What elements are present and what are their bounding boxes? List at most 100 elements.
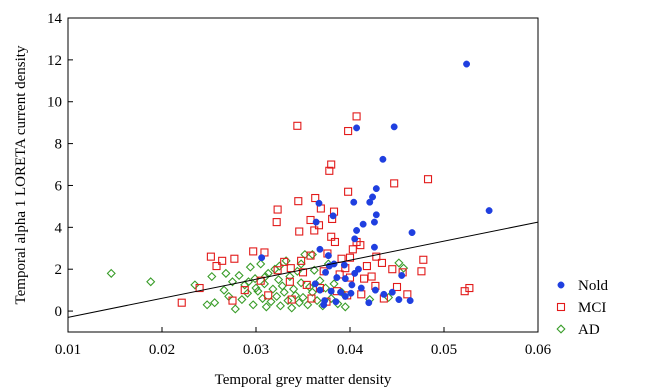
data-point — [325, 166, 334, 175]
data-point — [146, 277, 156, 287]
data-point — [177, 298, 186, 307]
data-point — [390, 179, 399, 188]
data-point — [362, 262, 371, 271]
data-point — [350, 198, 358, 206]
data-point — [286, 264, 295, 273]
data-point — [365, 299, 373, 307]
data-point — [272, 291, 282, 301]
x-tick-label: 0.02 — [149, 342, 175, 358]
legend-item-nold: Nold — [557, 278, 609, 294]
data-point — [279, 287, 289, 297]
data-point — [307, 249, 317, 260]
data-point — [210, 298, 220, 308]
data-point — [320, 301, 328, 309]
data-point — [212, 262, 221, 271]
data-point — [248, 300, 258, 310]
data-point — [348, 245, 357, 254]
data-point — [256, 276, 265, 285]
data-point — [340, 261, 348, 269]
y-tick-label: 8 — [55, 137, 63, 153]
data-point — [190, 280, 200, 290]
data-point — [273, 275, 284, 285]
data-point — [245, 262, 255, 272]
data-point — [311, 280, 319, 288]
y-tick-label: 14 — [47, 11, 63, 27]
data-point — [202, 300, 212, 310]
data-point — [388, 265, 397, 274]
data-point — [465, 283, 474, 293]
y-tick-label: 4 — [55, 220, 63, 236]
data-point — [398, 272, 406, 279]
data-point — [287, 303, 297, 313]
data-point — [259, 279, 270, 289]
data-point — [285, 277, 294, 286]
data-point — [287, 295, 296, 304]
data-points — [106, 60, 493, 314]
y-axis-title: Temporal alpha 1 LORETA current density — [13, 45, 29, 304]
data-point — [303, 300, 313, 310]
series-nold — [258, 60, 493, 309]
data-point — [327, 287, 335, 295]
data-point — [345, 253, 355, 262]
data-point — [377, 258, 387, 267]
data-point — [234, 270, 244, 281]
data-point — [281, 256, 291, 266]
x-tick-label: 0.01 — [55, 342, 81, 358]
data-point — [307, 294, 316, 303]
data-point — [333, 274, 341, 282]
legend: Nold MCI AD — [556, 278, 609, 338]
data-point — [372, 252, 381, 261]
data-point — [329, 212, 337, 220]
data-point — [266, 297, 276, 307]
data-point — [218, 256, 227, 265]
data-point — [240, 286, 249, 295]
data-point — [406, 297, 414, 305]
data-point — [372, 211, 380, 219]
data-point — [294, 298, 304, 308]
data-point — [311, 193, 320, 203]
data-point — [195, 283, 204, 293]
data-point — [366, 198, 374, 206]
data-point — [251, 283, 261, 293]
data-point — [348, 281, 356, 289]
x-tick-label: 0.05 — [431, 342, 457, 358]
data-point — [221, 268, 231, 278]
regression-line — [67, 221, 539, 318]
data-point — [249, 247, 258, 256]
data-point — [356, 241, 365, 250]
data-point — [242, 288, 253, 298]
data-point — [298, 268, 308, 277]
legend-item-ad: AD — [556, 322, 600, 338]
series-ad — [106, 249, 409, 314]
data-point — [390, 123, 398, 131]
data-point — [408, 229, 416, 237]
data-point — [417, 267, 426, 276]
data-point — [283, 296, 293, 306]
data-point — [423, 175, 433, 184]
axis-ticks — [67, 17, 539, 332]
data-point — [297, 256, 306, 265]
legend-label: AD — [578, 322, 600, 338]
data-point — [370, 218, 378, 226]
y-tick-label: 6 — [55, 178, 63, 194]
data-point — [357, 284, 365, 292]
data-point — [273, 205, 282, 214]
legend-item-mci: MCI — [556, 300, 606, 316]
legend-marker — [557, 281, 565, 289]
data-point — [419, 255, 428, 264]
legend-label: Nold — [578, 278, 609, 294]
plot-frame — [67, 17, 539, 333]
data-point — [315, 199, 323, 207]
data-point — [268, 284, 278, 294]
data-point — [294, 197, 303, 206]
data-point — [324, 252, 332, 260]
data-point — [298, 292, 308, 303]
data-point — [230, 304, 240, 314]
data-point — [206, 252, 215, 261]
data-point — [394, 258, 404, 268]
data-point — [403, 290, 412, 299]
data-point — [227, 277, 238, 287]
axis-tick-labels: 0.01 0.02 0.03 0.04 0.05 0.06 0 2 4 6 8 10 12 14 — [47, 11, 552, 358]
data-point — [310, 226, 319, 235]
data-point — [327, 160, 336, 169]
